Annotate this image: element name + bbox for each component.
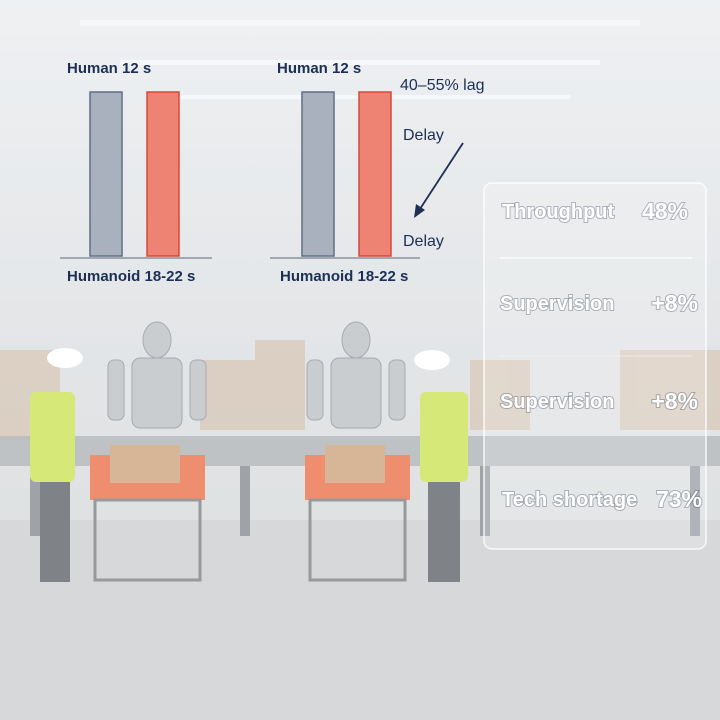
human-bar <box>301 91 335 257</box>
delay-arrow <box>414 142 464 218</box>
stat-label: Tech shortage <box>502 489 637 511</box>
stat-value: 48% <box>642 198 688 224</box>
stat-label: Throughput <box>502 201 615 223</box>
comparison-left: Human 12 s Humanoid 18-22 s <box>60 60 212 285</box>
stat-value: +8% <box>651 388 698 414</box>
stat-value: +8% <box>651 290 698 316</box>
stats-panel: Throughput 48% Supervision +8% Supervisi… <box>483 182 707 550</box>
stat-value: 73% <box>656 486 702 512</box>
bottom-label: Humanoid 18-22 s <box>280 268 408 285</box>
delay-label: Delay <box>403 127 444 144</box>
humanoid-bar <box>358 91 392 257</box>
bottom-label: Humanoid 18-22 s <box>67 268 195 285</box>
stat-label: Supervision <box>500 293 614 315</box>
comparison-right: Human 12 s Humanoid 18-22 s 40–55% lag D… <box>270 60 485 285</box>
top-label: Human 12 s <box>277 60 361 77</box>
lag-note: 40–55% lag <box>400 77 485 94</box>
human-bar <box>89 91 123 257</box>
stat-label: Supervision <box>500 391 614 413</box>
humanoid-bar <box>146 91 180 257</box>
top-label: Human 12 s <box>67 60 151 77</box>
delay-label: Delay <box>403 233 444 250</box>
